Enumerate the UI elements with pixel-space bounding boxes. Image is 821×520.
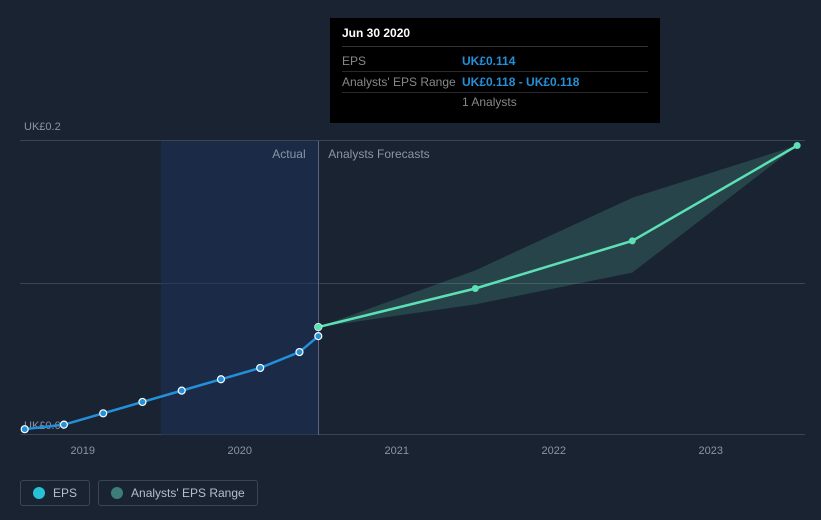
legend-label: EPS bbox=[53, 486, 77, 500]
legend-swatch-icon bbox=[111, 487, 123, 499]
section-label-actual: Actual bbox=[272, 147, 305, 161]
tooltip-value: UK£0.118 - UK£0.118 bbox=[462, 75, 579, 89]
chart-svg bbox=[20, 141, 805, 436]
chart-legend: EPS Analysts' EPS Range bbox=[20, 480, 258, 506]
x-axis: 2019 2020 2021 2022 2023 bbox=[20, 445, 805, 465]
legend-label: Analysts' EPS Range bbox=[131, 486, 245, 500]
x-tick: 2021 bbox=[385, 445, 409, 457]
tooltip-subtext: 1 Analysts bbox=[342, 95, 648, 109]
tooltip-row: EPSUK£0.114 bbox=[342, 51, 648, 72]
tooltip-label: Analysts' EPS Range bbox=[342, 75, 462, 89]
y-label-top: UK£0.2 bbox=[24, 121, 61, 133]
plot-area[interactable] bbox=[20, 140, 805, 435]
tooltip-row: Analysts' EPS RangeUK£0.118 - UK£0.118 bbox=[342, 72, 648, 93]
eps-chart: UK£0.2 UK£0.07 Actual Analysts Forecasts bbox=[20, 115, 805, 450]
legend-item-eps[interactable]: EPS bbox=[20, 480, 90, 506]
x-tick: 2023 bbox=[699, 445, 723, 457]
tooltip-date: Jun 30 2020 bbox=[342, 26, 648, 47]
legend-item-range[interactable]: Analysts' EPS Range bbox=[98, 480, 258, 506]
tooltip-label: EPS bbox=[342, 54, 462, 68]
chart-tooltip: Jun 30 2020 EPSUK£0.114Analysts' EPS Ran… bbox=[330, 18, 660, 123]
section-label-forecast: Analysts Forecasts bbox=[328, 147, 429, 161]
legend-swatch-icon bbox=[33, 487, 45, 499]
tooltip-value: UK£0.114 bbox=[462, 54, 515, 68]
x-tick: 2022 bbox=[542, 445, 566, 457]
x-tick: 2020 bbox=[228, 445, 252, 457]
x-tick: 2019 bbox=[71, 445, 95, 457]
